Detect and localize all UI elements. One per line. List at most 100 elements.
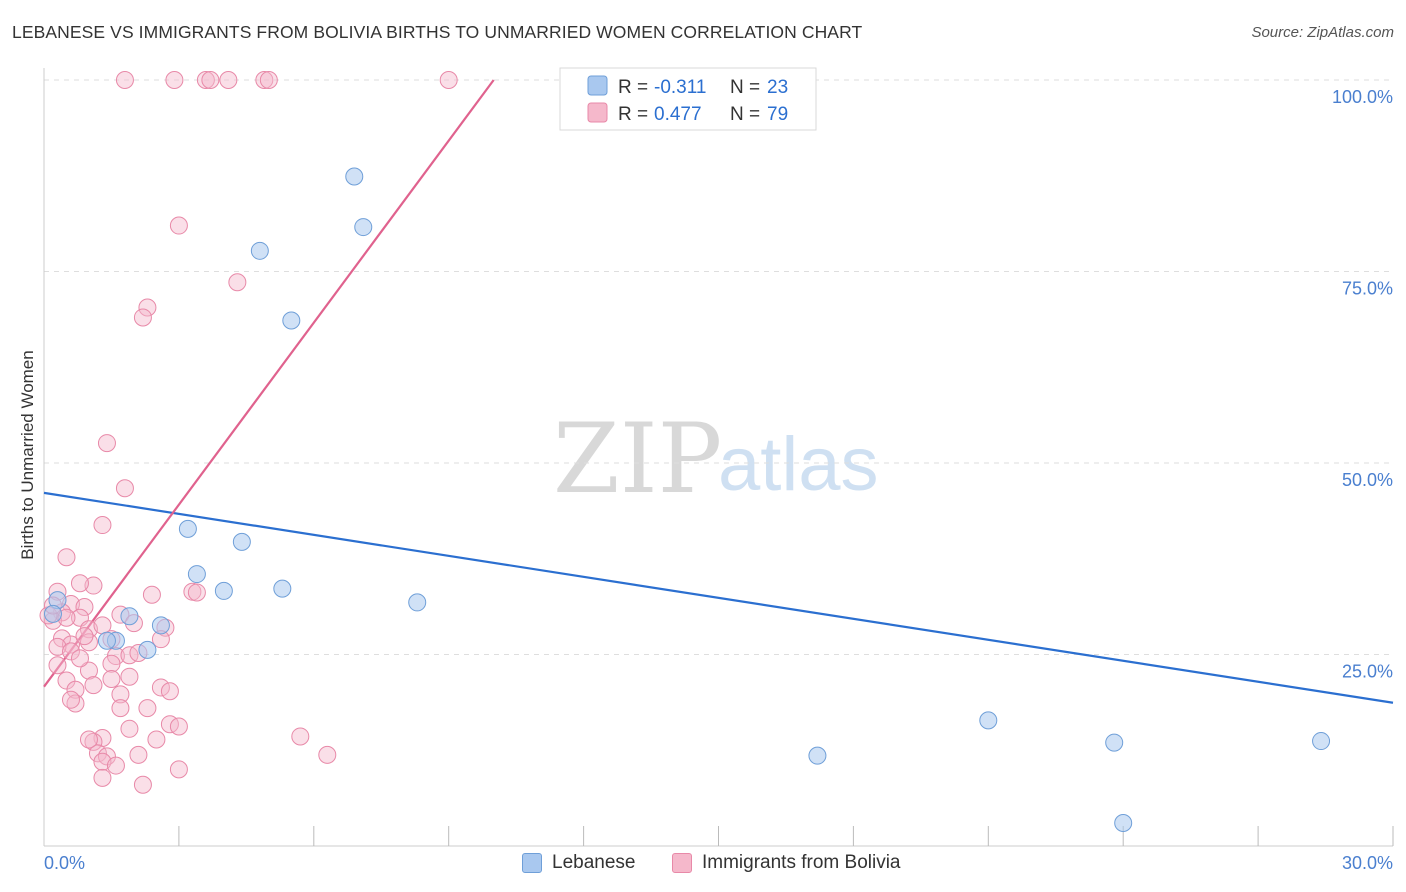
legend-r-value-0: -0.311 (654, 77, 706, 98)
point-lebanese (214, 581, 233, 600)
point-bolivia (169, 717, 188, 736)
watermark-zip: ZIP (553, 403, 722, 515)
point-bolivia (61, 642, 80, 661)
point-lebanese (120, 607, 139, 626)
gridlines (44, 79, 1393, 655)
point-bolivia (48, 656, 67, 675)
point-bolivia (111, 699, 130, 718)
point-bolivia (255, 71, 274, 89)
x-tick-label-max: 30.0% (1342, 853, 1393, 873)
y-axis-label: Births to Unmarried Women (18, 350, 37, 559)
legend-n-value-0: 23 (767, 77, 788, 98)
point-lebanese (151, 616, 170, 635)
y-tick-label: 50.0% (1342, 470, 1393, 490)
point-lebanese (1312, 732, 1331, 751)
point-bolivia (219, 71, 238, 89)
point-bolivia (75, 598, 94, 617)
bottom-legend-swatch-bolivia (672, 853, 692, 873)
bottom-legend-lebanese: Lebanese (522, 852, 635, 874)
trend-lines (43, 79, 1394, 704)
point-bolivia (102, 654, 121, 673)
legend-n-value-1: 79 (767, 104, 788, 125)
point-lebanese (282, 311, 301, 330)
point-bolivia (52, 629, 71, 648)
data-points (39, 71, 1331, 833)
point-bolivia (187, 583, 206, 602)
chart-title: LEBANESE VS IMMIGRANTS FROM BOLIVIA BIRT… (12, 22, 863, 42)
point-bolivia (318, 745, 337, 764)
point-bolivia (151, 678, 170, 697)
point-bolivia (201, 71, 220, 89)
point-bolivia (61, 690, 80, 709)
point-lebanese (1105, 733, 1124, 752)
point-bolivia (61, 635, 80, 654)
x-tick-label-min: 0.0% (44, 853, 85, 873)
legend-r-value-1: 0.477 (654, 104, 702, 125)
point-bolivia (169, 216, 188, 235)
point-bolivia (70, 574, 89, 593)
point-bolivia (142, 585, 161, 604)
point-lebanese (138, 640, 157, 659)
point-bolivia (79, 661, 98, 680)
point-bolivia (133, 308, 152, 327)
bottom-legend-label-bolivia: Immigrants from Bolivia (702, 852, 901, 873)
watermark: ZIP atlas (553, 403, 879, 515)
point-bolivia (57, 671, 76, 690)
point-bolivia (196, 71, 215, 89)
point-bolivia (129, 745, 148, 764)
point-lebanese (408, 593, 427, 612)
point-lebanese (1114, 814, 1133, 833)
y-tick-labels: 25.0% 50.0% 75.0% 100.0% (1332, 87, 1393, 682)
point-lebanese (250, 241, 269, 260)
point-lebanese (187, 565, 206, 584)
point-bolivia (66, 680, 85, 699)
point-bolivia (115, 71, 134, 89)
point-bolivia (84, 576, 103, 595)
legend-swatch-bolivia (587, 102, 608, 123)
point-bolivia (147, 730, 166, 749)
point-bolivia (97, 434, 116, 453)
point-lebanese (43, 604, 62, 623)
legend-r-label-0: R = (618, 77, 648, 98)
stats-legend: R = -0.311 N = 23 R = 0.477 N = 79 (559, 67, 817, 131)
point-lebanese (979, 711, 998, 730)
watermark-atlas: atlas (718, 422, 879, 507)
point-lebanese (354, 218, 373, 237)
legend-swatch-lebanese (587, 75, 608, 96)
point-bolivia (138, 298, 157, 317)
point-bolivia (93, 516, 112, 535)
legend-r-label-1: R = (618, 104, 648, 125)
point-bolivia (57, 548, 76, 567)
point-lebanese (345, 167, 364, 186)
point-bolivia (259, 71, 278, 89)
point-lebanese (232, 532, 251, 551)
point-lebanese (97, 631, 116, 650)
point-bolivia (228, 273, 247, 292)
point-bolivia (165, 71, 184, 89)
point-bolivia (93, 752, 112, 771)
point-bolivia (291, 727, 310, 746)
legend-n-label-0: N = (730, 77, 760, 98)
y-tick-label: 25.0% (1342, 662, 1393, 682)
axes (43, 68, 1394, 847)
point-bolivia (133, 775, 152, 794)
point-bolivia (160, 682, 179, 701)
point-lebanese (178, 519, 197, 538)
point-lebanese (808, 746, 827, 765)
point-bolivia (48, 637, 67, 656)
bottom-legend-label-lebanese: Lebanese (552, 852, 636, 873)
trend-line-bolivia (43, 79, 495, 688)
point-bolivia (102, 670, 121, 689)
point-bolivia (439, 71, 458, 89)
y-tick-label: 75.0% (1342, 279, 1393, 299)
point-bolivia (138, 699, 157, 718)
trend-line-lebanese (43, 491, 1394, 704)
point-bolivia (70, 649, 89, 668)
point-bolivia (120, 719, 139, 738)
legend-n-label-1: N = (730, 104, 760, 125)
y-tick-label: 100.0% (1332, 87, 1393, 107)
point-bolivia (169, 760, 188, 779)
point-bolivia (115, 479, 134, 498)
point-bolivia (79, 730, 98, 749)
